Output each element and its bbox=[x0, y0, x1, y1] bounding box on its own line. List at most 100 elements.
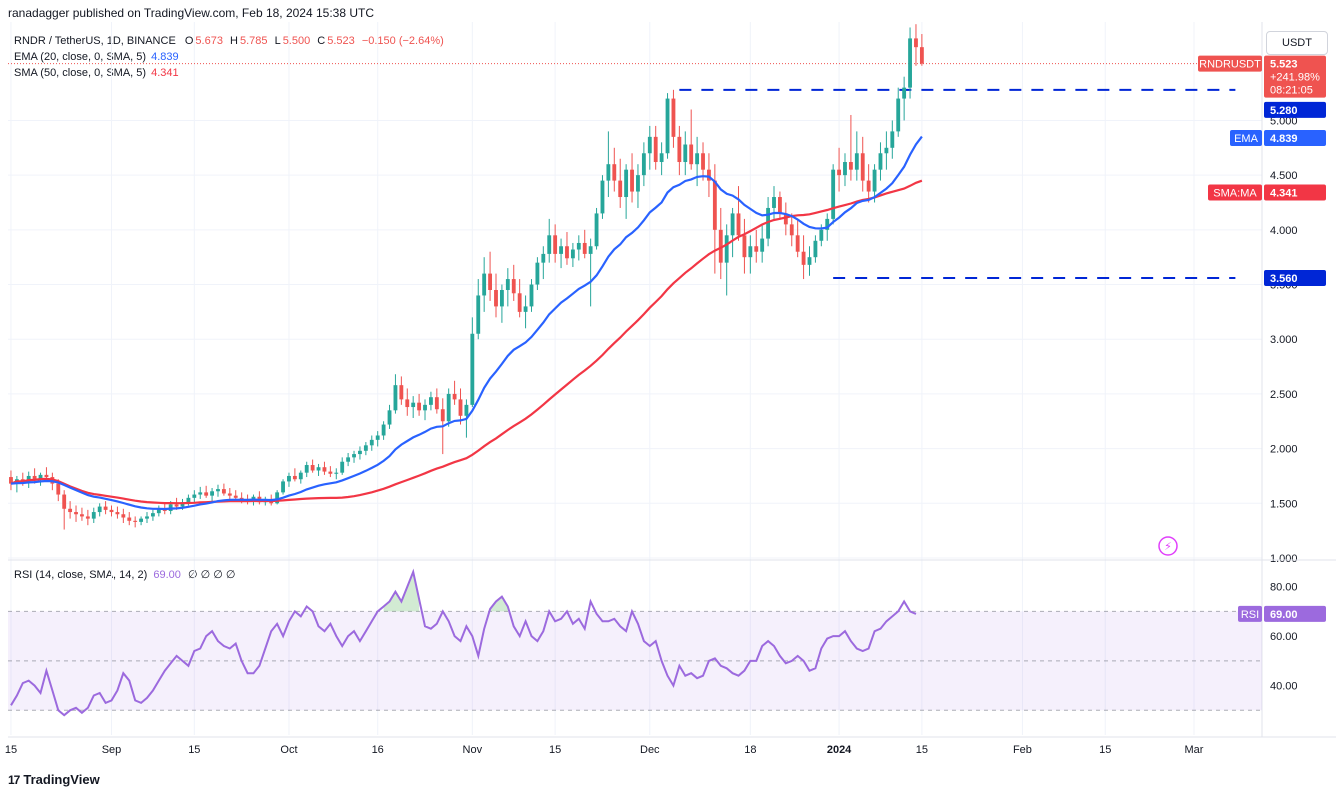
sma-tag-label-bg bbox=[1208, 184, 1262, 201]
candle-body bbox=[819, 229, 824, 241]
candle-body bbox=[511, 279, 516, 294]
sma-tag-label: SMA:MA bbox=[1213, 188, 1257, 200]
y-tick-label: 2.000 bbox=[1270, 444, 1298, 456]
candle-body bbox=[499, 290, 504, 307]
brand-name: TradingView bbox=[23, 772, 100, 787]
candle-body bbox=[304, 465, 309, 473]
candle-body bbox=[56, 483, 61, 495]
high-value: 5.785 bbox=[239, 35, 268, 47]
candle-body bbox=[813, 240, 818, 258]
ema-tag: EMA 4.839 bbox=[1230, 130, 1326, 147]
candle-body bbox=[689, 144, 694, 165]
candle-body bbox=[505, 279, 510, 290]
rsi-legend[interactable]: RSI (14, close, SMA, 14, 2) 69.00 ∅ ∅ ∅ … bbox=[14, 568, 235, 581]
candle-body bbox=[9, 477, 13, 484]
y-tick-label: 5.000 bbox=[1270, 115, 1298, 127]
candle-body bbox=[281, 481, 285, 493]
candle-body bbox=[624, 169, 629, 198]
candle-body bbox=[529, 284, 534, 307]
tradingview-footer[interactable]: 17 TradingView bbox=[8, 772, 100, 787]
candle-body bbox=[701, 153, 705, 170]
candle-body bbox=[565, 246, 569, 259]
candle-body bbox=[233, 495, 238, 498]
x-tick-label: Feb bbox=[1013, 744, 1032, 756]
candle-body bbox=[423, 404, 427, 411]
price-tag-bg bbox=[1264, 55, 1326, 98]
candle-body bbox=[446, 393, 451, 422]
candle-body bbox=[74, 512, 78, 515]
candle-body bbox=[754, 246, 759, 252]
candle-body bbox=[174, 504, 179, 507]
candle-body bbox=[417, 402, 422, 411]
candle-body bbox=[671, 98, 676, 137]
candle-body bbox=[600, 180, 605, 214]
symbol-tag-bg bbox=[1198, 55, 1262, 72]
y-tick-label: 1.000 bbox=[1270, 553, 1298, 565]
candle-body bbox=[523, 306, 528, 312]
candle-body bbox=[860, 153, 865, 181]
candle-body bbox=[192, 494, 197, 498]
candle-body bbox=[742, 235, 747, 258]
resistance-tag-value: 5.280 bbox=[1270, 105, 1298, 117]
candle-body bbox=[369, 439, 374, 446]
x-tick-label: Oct bbox=[280, 744, 297, 756]
candle-body bbox=[292, 475, 297, 480]
candle-body bbox=[429, 397, 433, 405]
sma-tag-value: 4.341 bbox=[1270, 188, 1298, 200]
candle-body bbox=[588, 246, 593, 254]
candle-body bbox=[145, 516, 149, 519]
candle-body bbox=[854, 153, 859, 170]
currency-button[interactable]: USDT bbox=[1266, 31, 1328, 55]
candle-body bbox=[221, 489, 226, 494]
candle-body bbox=[452, 393, 457, 400]
candle-body bbox=[766, 207, 771, 239]
candle-body bbox=[547, 235, 552, 254]
rsi-y-tick: 80.00 bbox=[1270, 582, 1298, 594]
candle-body bbox=[659, 153, 664, 163]
ema-legend-row[interactable]: EMA (20, close, 0, SMA, 5) 4.839 bbox=[14, 49, 444, 65]
candle-body bbox=[914, 38, 918, 48]
candle-body bbox=[405, 399, 410, 408]
candle-body bbox=[44, 474, 49, 478]
symbol-name[interactable]: RNDR / TetherUS, 1D, BINANCE bbox=[14, 35, 176, 47]
candle-body bbox=[298, 472, 303, 480]
candle-body bbox=[582, 242, 587, 254]
candle-body bbox=[807, 257, 812, 265]
candle-body bbox=[97, 506, 102, 513]
candle-body bbox=[322, 467, 327, 472]
price-tag-value: 5.523 bbox=[1270, 59, 1298, 71]
x-tick-label: Dec bbox=[640, 744, 660, 756]
candle-body bbox=[150, 513, 155, 517]
candle-body bbox=[647, 136, 652, 154]
sma-legend-row[interactable]: SMA (50, close, 0, SMA, 5) 4.341 bbox=[14, 65, 444, 81]
chart-canvas[interactable]: 1.0001.5002.0002.5003.0003.5004.0004.500… bbox=[0, 0, 1336, 770]
candle-body bbox=[712, 180, 717, 230]
candle-body bbox=[872, 169, 877, 192]
rsi-tag: RSI 69.00 bbox=[1238, 605, 1326, 622]
candle-body bbox=[677, 136, 682, 163]
sma-tag: SMA:MA 4.341 bbox=[1208, 184, 1326, 201]
candle-body bbox=[440, 409, 445, 422]
candle-body bbox=[777, 197, 782, 214]
candle-body bbox=[730, 213, 735, 236]
candle-body bbox=[831, 169, 836, 219]
price-tag-pct: +241.98% bbox=[1270, 72, 1320, 84]
candle-body bbox=[641, 153, 646, 176]
candle-body bbox=[482, 273, 487, 296]
candle-body bbox=[227, 493, 232, 496]
symbol-tag-label: RNDRUSDT bbox=[1199, 59, 1261, 71]
rsi-line bbox=[10, 568, 917, 717]
rsi-legend-value: 69.00 bbox=[153, 569, 181, 581]
candle-body bbox=[553, 235, 558, 254]
candle-body bbox=[411, 402, 416, 408]
candle-body bbox=[287, 475, 291, 482]
y-tick-label: 3.000 bbox=[1270, 334, 1298, 346]
ema-tag-label-bg bbox=[1230, 130, 1262, 147]
candle-body bbox=[541, 253, 546, 263]
candle-body bbox=[896, 98, 901, 132]
candle-body bbox=[340, 461, 345, 473]
candle-body bbox=[494, 290, 498, 307]
ema-20-line bbox=[10, 135, 923, 511]
candle-body bbox=[358, 450, 362, 455]
change-value: −0.150 (−2.64%) bbox=[361, 35, 444, 47]
